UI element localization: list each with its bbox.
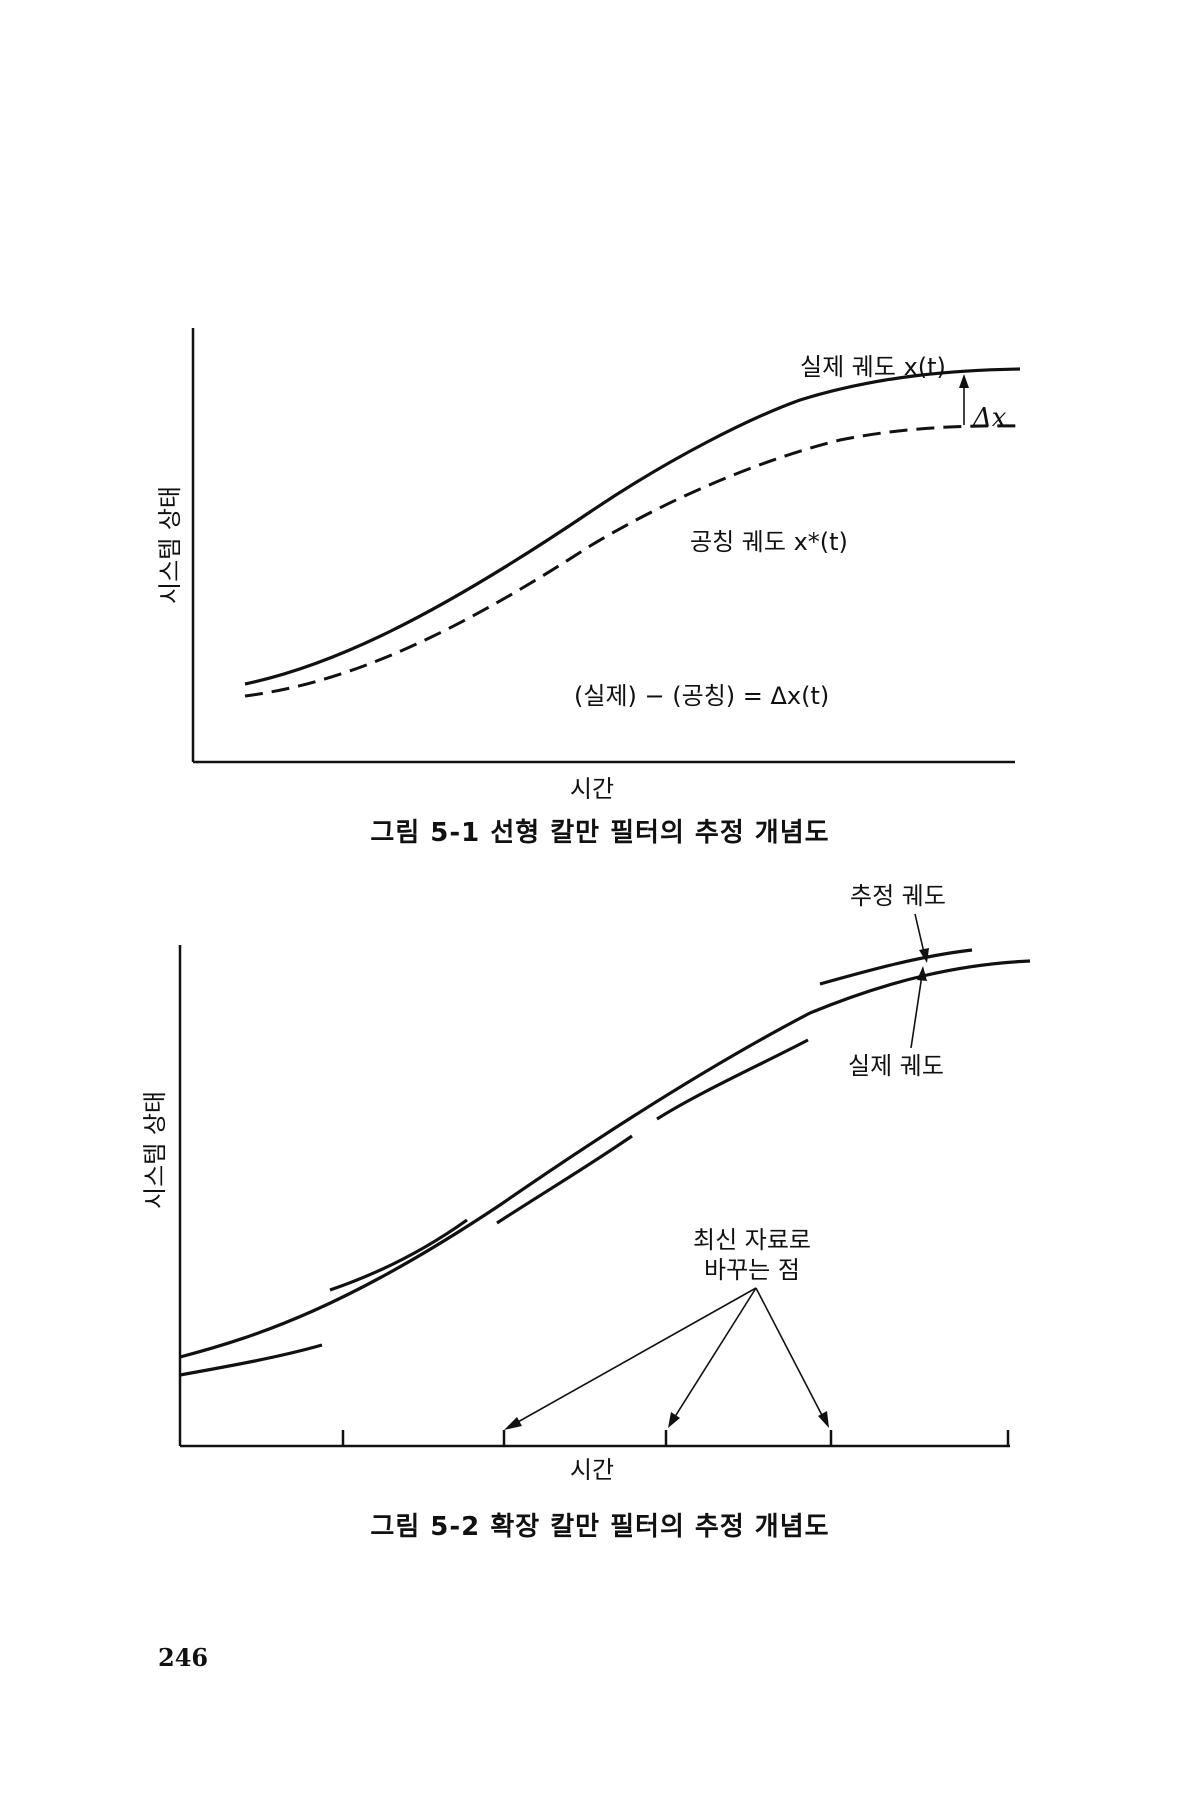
- delta-x-label: Δx: [972, 403, 1007, 433]
- estimate-trajectory-label: 추정 궤도: [850, 882, 946, 910]
- update-arrowhead-3: [818, 1411, 829, 1428]
- estimate-segment: [179, 1343, 323, 1377]
- figure-5-2-diagram: 시스템 상태 시간 추정 궤도 실제 궤도 최신 자료로 바꾸는 점: [141, 882, 1031, 1484]
- actual-trajectory-curve: [179, 959, 1031, 1359]
- actual-trajectory-label: 실제 궤도: [848, 1052, 944, 1080]
- update-arrow-1: [508, 1287, 757, 1428]
- figure-5-2-caption: 그림 5-2 확장 칼만 필터의 추정 개념도: [370, 1512, 830, 1542]
- figure-5-1-caption: 그림 5-1 선형 칼만 필터의 추정 개념도: [370, 818, 830, 848]
- actual-pointer-line: [910, 974, 923, 1049]
- update-arrowhead-1: [504, 1417, 522, 1430]
- estimate-pointer-head: [919, 948, 929, 963]
- difference-equation: (실제) − (공칭) = Δx(t): [574, 682, 829, 710]
- estimate-segment: [656, 1038, 809, 1121]
- actual-pointer-head: [917, 966, 927, 981]
- actual-trajectory-curve: [244, 367, 1021, 686]
- update-points-label-line2: 바꾸는 점: [704, 1256, 800, 1284]
- x-axis-label: 시간: [570, 1456, 614, 1484]
- estimate-segment: [819, 948, 973, 986]
- update-arrow-2: [670, 1287, 757, 1424]
- estimate-segment: [496, 1134, 633, 1225]
- nominal-trajectory-label: 공칭 궤도 x*(t): [690, 528, 848, 556]
- update-arrowhead-2: [668, 1412, 680, 1428]
- figure-5-1-diagram: 시스템 상태 시간 Δx 실제 궤도 x(t) 공칭 궤도 x*(t) (실제)…: [156, 328, 1021, 803]
- update-arrow-3: [755, 1287, 827, 1424]
- actual-trajectory-label: 실제 궤도 x(t): [800, 353, 946, 381]
- y-axis-label: 시스템 상태: [141, 1091, 169, 1209]
- x-axis-label: 시간: [570, 775, 614, 803]
- estimate-segment: [329, 1218, 468, 1292]
- delta-arrowhead: [959, 374, 969, 388]
- page-number: 246: [158, 1643, 209, 1672]
- update-points-label-line1: 최신 자료로: [693, 1226, 811, 1254]
- nominal-trajectory-curve: [244, 424, 1021, 698]
- y-axis-label: 시스템 상태: [156, 486, 184, 604]
